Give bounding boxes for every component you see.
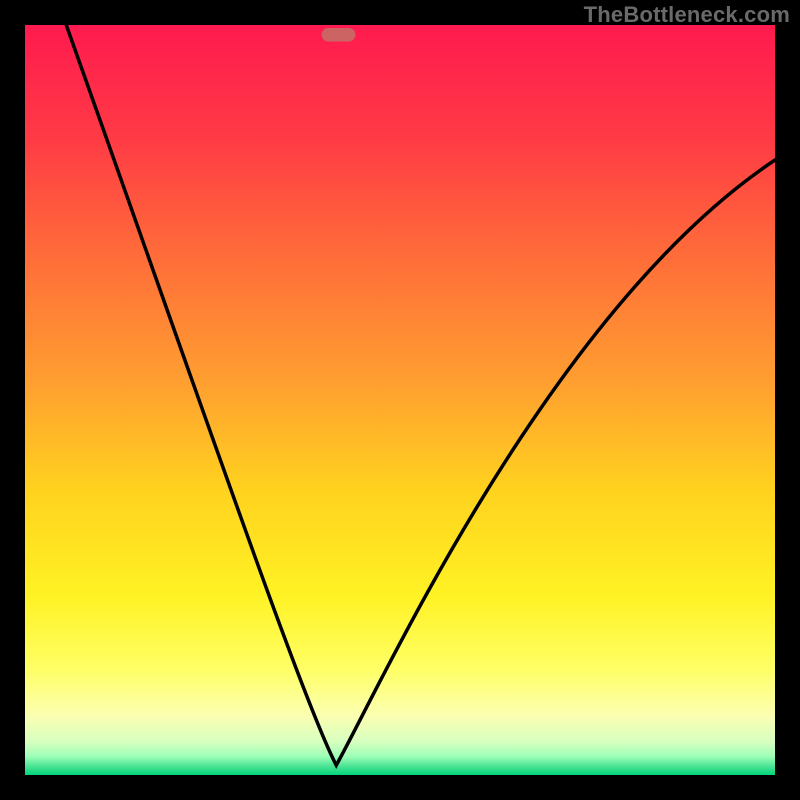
minimum-marker: [322, 28, 356, 42]
plot-area: [25, 25, 775, 775]
bottleneck-curve-chart: [25, 25, 775, 775]
watermark-text: TheBottleneck.com: [584, 2, 790, 28]
gradient-background: [25, 25, 775, 775]
chart-container: TheBottleneck.com: [0, 0, 800, 800]
